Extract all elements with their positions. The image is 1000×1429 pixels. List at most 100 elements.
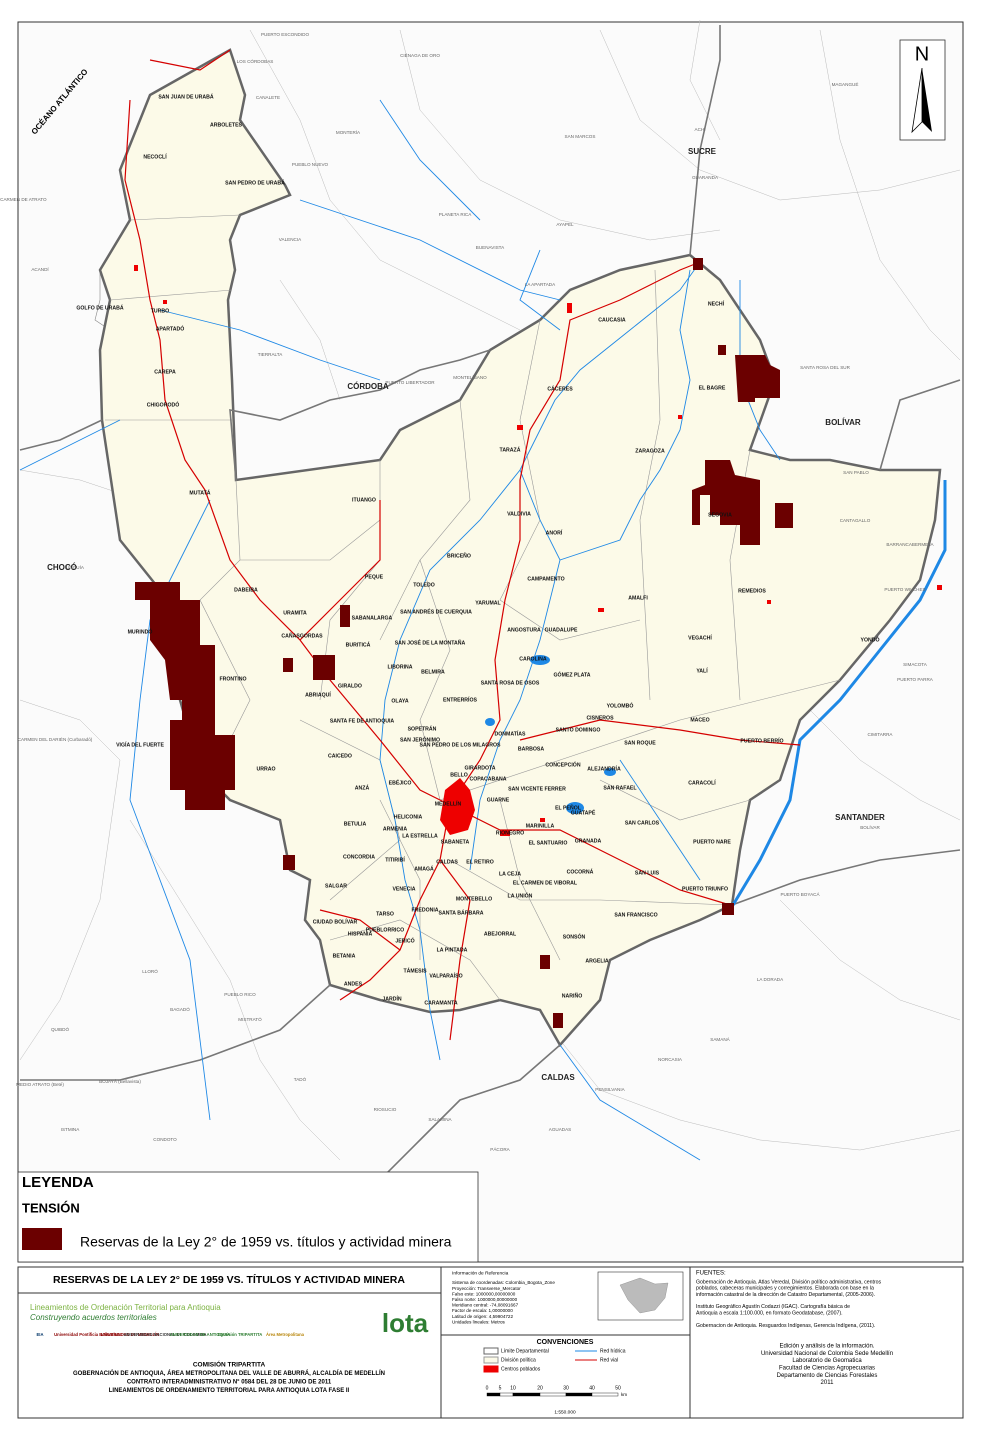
- place-label: MONTELÍBANO: [453, 374, 487, 380]
- place-label: PUERTO LIBERTADOR: [385, 380, 435, 385]
- municipality-label: CISNEROS: [586, 715, 614, 721]
- municipality-label: MACEO: [690, 717, 709, 723]
- municipality-label: GÓMEZ PLATA: [554, 670, 591, 678]
- reference-line: Sistema de coordenadas: Colombia_Bogota_…: [452, 1280, 555, 1285]
- reference-line: Unidades lineales: Metros: [452, 1319, 506, 1324]
- municipality-label: GOLFO DE URABÁ: [76, 304, 124, 311]
- municipality-label: YARUMAL: [475, 600, 501, 606]
- place-label: EL CARMEN DE ATRATO: [0, 197, 47, 202]
- municipality-label: MURINDÓ: [128, 627, 153, 635]
- municipality-label: CIUDAD BOLÍVAR: [313, 917, 358, 925]
- scale-label: 10: [510, 1385, 516, 1391]
- municipality-label: JARDÍN: [382, 994, 402, 1002]
- logos: EIA Universidad Pontificia BolivarianaUNI…: [37, 1308, 429, 1338]
- place-label: LOS CÓRDOBAS: [237, 58, 274, 64]
- municipality-label: CAROLINA: [519, 656, 547, 662]
- edition-line: Facultad de Ciencias Agropecuarias: [779, 1365, 875, 1371]
- place-label: CIMITARRA: [868, 732, 894, 737]
- scale-label: 0: [486, 1385, 489, 1391]
- municipality-label: SAN JERÓNIMO: [400, 735, 440, 743]
- place-label: SANTA ROSA DEL SUR: [800, 365, 850, 370]
- municipality-label: NECHÍ: [708, 299, 725, 307]
- municipality-label: SAN ROQUE: [624, 740, 656, 746]
- municipality-label: CAUCASIA: [598, 317, 626, 323]
- municipality-label: DONMATÍAS: [494, 729, 526, 737]
- scale-label: 30: [563, 1385, 569, 1391]
- municipality-label: SAN RAFAEL: [603, 785, 637, 791]
- place-label: BAGADÓ: [170, 1006, 190, 1012]
- municipality-label: SOPETRÁN: [408, 725, 437, 732]
- scale-segment: [565, 1392, 593, 1397]
- place-label: ACHÍ: [695, 126, 707, 132]
- municipality-label: SANTA FE DE ANTIOQUIA: [330, 718, 395, 724]
- scale-segment: [591, 1392, 619, 1397]
- municipality-label: REMEDIOS: [738, 588, 766, 594]
- place-label: PUERTO ESCONDIDO: [261, 32, 309, 37]
- municipality-label: SAN VICENTE FERRER: [508, 786, 566, 792]
- municipality-label: ANGOSTURA: [507, 627, 541, 633]
- logo: Comisión TRIPARTITA: [218, 1332, 263, 1337]
- municipality-label: LA PINTADA: [437, 947, 468, 953]
- municipality-label: ANZÁ: [355, 784, 370, 791]
- legend: LEYENDA TENSIÓN Reservas de la Ley 2° de…: [17, 1171, 479, 1263]
- municipality-label: CONCORDIA: [343, 854, 375, 860]
- municipality-label: ANORÍ: [546, 528, 563, 536]
- region-label: CÓRDOBA: [347, 382, 389, 391]
- place-label: MONTERÍA: [336, 129, 361, 135]
- municipality-label: VEGACHÍ: [688, 633, 712, 641]
- reference-line: Falso norte: 1000000,00000000: [452, 1297, 518, 1302]
- logo: Universidad Pontificia Bolivariana: [54, 1332, 122, 1337]
- municipality-label: PUERTO TRIUNFO: [682, 886, 728, 892]
- municipality-label: CAREPA: [154, 369, 176, 375]
- municipality-label: CAMPAMENTO: [527, 576, 564, 582]
- municipality-label: SABANALARGA: [352, 615, 393, 621]
- scale-segment: [486, 1392, 501, 1397]
- municipality-label: MEDELLÍN: [435, 799, 462, 807]
- municipality-label: PUEBLORRICO: [366, 927, 404, 933]
- municipality-label: TURBO: [151, 308, 169, 314]
- reserve-areas: [135, 258, 793, 1028]
- north-label: N: [915, 43, 929, 65]
- convention-label: Límite Departamental: [501, 1348, 549, 1354]
- municipality-label: EL PEÑOL: [555, 804, 582, 811]
- place-label: SAN PABLO: [843, 470, 869, 475]
- municipality-label: GIRALDO: [338, 683, 362, 689]
- municipality-label: GUATAPÉ: [571, 808, 596, 816]
- legend-item: Reservas de la Ley 2° de 1959 vs. título…: [80, 1234, 452, 1250]
- municipality-label: BETANIA: [333, 953, 356, 959]
- municipality-label: JERICÓ: [395, 936, 414, 944]
- municipality-label: TOLEDO: [413, 582, 435, 588]
- municipality-label: LA UNIÓN: [508, 891, 533, 899]
- edition-line: Laboratorio de Geomatica: [792, 1358, 862, 1364]
- conventions-title: CONVENCIONES: [537, 1339, 594, 1346]
- source-line: información catastral de la dirección de…: [696, 1292, 875, 1298]
- municipality-label: RIONEGRO: [496, 830, 524, 836]
- reference-line: Latitud de origen: 4,59904722: [452, 1314, 513, 1319]
- lakes: [485, 655, 616, 814]
- place-label: CIÉNAGA DE ORO: [400, 52, 440, 58]
- municipality-label: EBÉJICO: [389, 778, 412, 786]
- legend-title: LEYENDA: [22, 1174, 94, 1191]
- region-label: SANTANDER: [835, 813, 885, 822]
- municipality-label: ANDES: [344, 981, 363, 987]
- municipality-label: DABEIBA: [234, 587, 258, 593]
- municipality-label: SAN FRANCISCO: [614, 912, 657, 918]
- region-label: CALDAS: [541, 1073, 575, 1082]
- place-label: LA DORADA: [757, 977, 784, 982]
- municipality-label: EL CARMEN DE VIBORAL: [513, 880, 578, 886]
- source-line: Antioquia a escala 1:100.000, en formato…: [696, 1310, 843, 1316]
- municipality-label: LIBORINA: [387, 664, 412, 670]
- municipality-label: SAN PEDRO DE LOS MILAGROS: [420, 742, 502, 748]
- slogan: Construyendo acuerdos territoriales: [30, 1313, 157, 1322]
- municipality-label: CAÑASGORDAS: [281, 632, 323, 639]
- municipality-label: MUTATÁ: [189, 489, 210, 496]
- convention-label: Centros poblados: [501, 1366, 541, 1372]
- place-label: BOLÍVAR: [860, 824, 880, 830]
- scale-segment: [539, 1392, 567, 1397]
- convention-swatch: [483, 1365, 499, 1373]
- place-label: PUERTO BOYACÁ: [780, 891, 820, 897]
- place-label: AYAPEL: [556, 222, 574, 227]
- municipality-label: CAICEDO: [328, 753, 352, 759]
- municipality-label: VIGÍA DEL FUERTE: [116, 740, 164, 748]
- municipality-label: EL RETIRO: [466, 859, 494, 865]
